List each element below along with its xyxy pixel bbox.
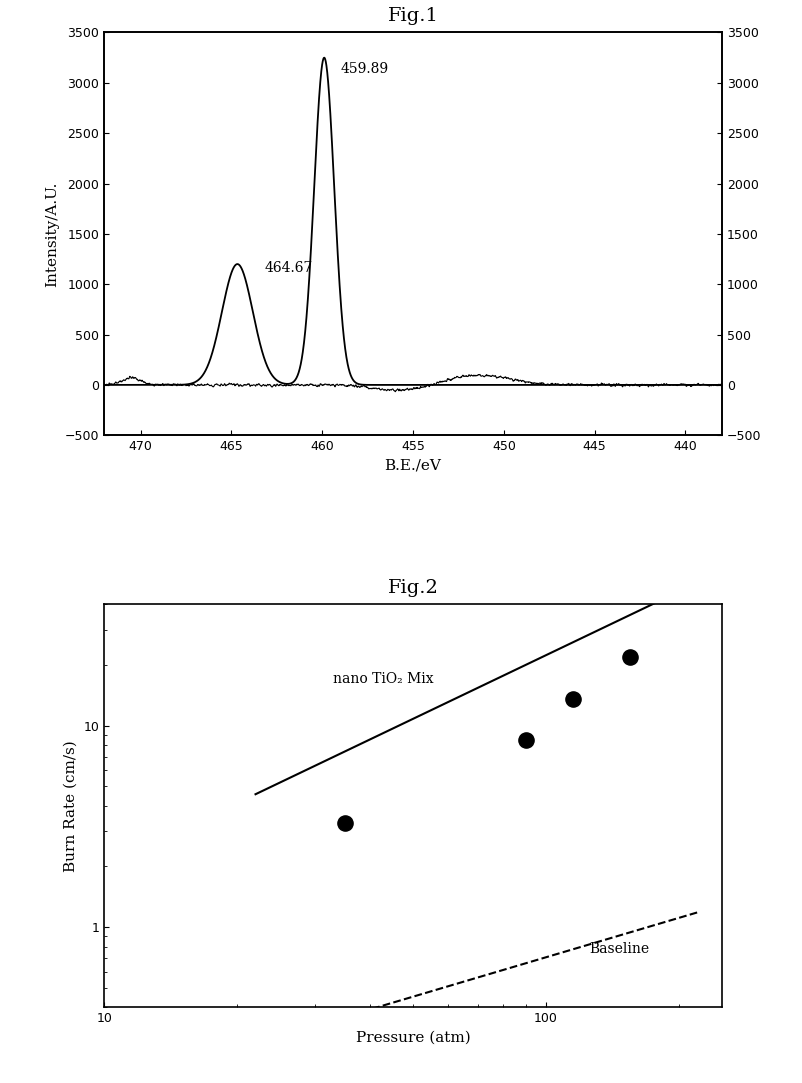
- Title: Fig.1: Fig.1: [387, 8, 439, 25]
- Point: [624, 648, 637, 665]
- Y-axis label: Intensity/A.U.: Intensity/A.U.: [46, 181, 59, 287]
- Text: 459.89: 459.89: [340, 62, 388, 76]
- Text: Baseline: Baseline: [589, 942, 649, 956]
- Point: [520, 731, 533, 748]
- Point: [338, 814, 351, 832]
- Text: 464.67: 464.67: [264, 261, 313, 275]
- X-axis label: Pressure (atm): Pressure (atm): [355, 1031, 471, 1045]
- Text: nano TiO₂ Mix: nano TiO₂ Mix: [334, 673, 434, 687]
- Point: [566, 691, 579, 708]
- X-axis label: B.E./eV: B.E./eV: [385, 459, 441, 472]
- Title: Fig.2: Fig.2: [387, 579, 439, 598]
- Y-axis label: Burn Rate (cm/s): Burn Rate (cm/s): [64, 740, 78, 872]
